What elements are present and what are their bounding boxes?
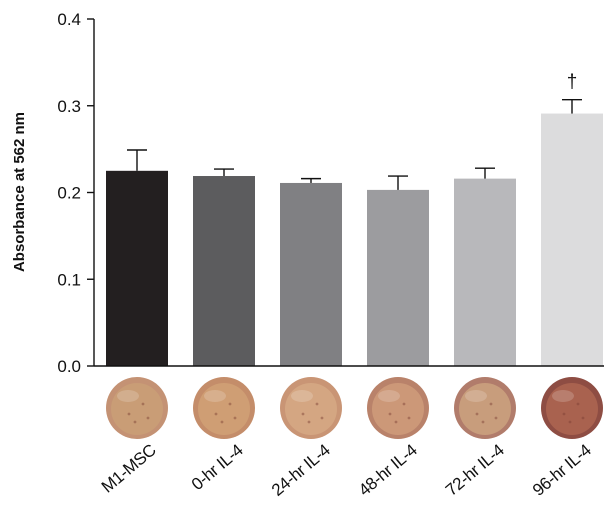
well-highlight (204, 390, 226, 402)
well-speck (127, 412, 131, 416)
well-speck (494, 416, 498, 420)
well-speck (475, 412, 479, 416)
bar (454, 178, 516, 366)
y-tick-label: 0.1 (57, 270, 81, 289)
well-speck (402, 402, 406, 406)
x-tick-label: 0-hr IL-4 (188, 441, 247, 495)
well-speck (489, 402, 493, 406)
bar (106, 170, 168, 366)
y-tick-label: 0.2 (57, 184, 81, 203)
well-speck (315, 402, 319, 406)
y-tick-label: 0.3 (57, 97, 81, 116)
well-fill (546, 383, 598, 435)
stained-well-image (106, 377, 168, 439)
y-tick-label: 0.4 (57, 10, 81, 29)
x-tick-labels: M1-MSC 0-hr IL-4 24-hr IL-4 48-hr IL-4 72-hr… (98, 440, 595, 499)
well-speck (220, 420, 224, 424)
stained-well-image (367, 377, 429, 439)
x-tick-label: 72-hr IL-4 (442, 441, 508, 500)
well-highlight (465, 390, 487, 402)
x-tick-label: M1-MSC (98, 440, 160, 496)
y-tick-label: 0.0 (57, 357, 81, 376)
well-speck (394, 420, 398, 424)
bar (367, 189, 429, 366)
bar (541, 113, 603, 367)
well-speck (481, 420, 485, 424)
stained-well-image (193, 377, 255, 439)
x-tick-label: 24-hr IL-4 (268, 441, 334, 500)
y-axis: 0.0 0.1 0.2 0.3 0.4 (57, 10, 95, 376)
well-speck (146, 416, 150, 420)
well-images-row (106, 377, 603, 439)
bar (280, 182, 342, 366)
well-speck (320, 416, 324, 420)
well-speck (568, 420, 572, 424)
stained-well-image (541, 377, 603, 439)
well-highlight (117, 390, 139, 402)
well-speck (562, 412, 566, 416)
well-speck (228, 402, 232, 406)
well-highlight (291, 390, 313, 402)
well-fill (372, 383, 424, 435)
y-axis-label: Absorbance at 562 nm (11, 112, 28, 272)
well-speck (581, 416, 585, 420)
well-fill (111, 383, 163, 435)
well-speck (133, 420, 137, 424)
stained-well-image (280, 377, 342, 439)
well-speck (407, 416, 411, 420)
significance-marker: † (567, 72, 578, 93)
well-speck (576, 402, 580, 406)
well-speck (307, 420, 311, 424)
well-speck (233, 416, 237, 420)
bar (193, 176, 255, 366)
well-speck (214, 412, 218, 416)
well-speck (388, 412, 392, 416)
well-fill (285, 383, 337, 435)
x-tick-label: 48-hr IL-4 (355, 441, 421, 500)
well-fill (198, 383, 250, 435)
well-highlight (552, 390, 574, 402)
well-highlight (378, 390, 400, 402)
well-fill (459, 383, 511, 435)
x-tick-label: 96-hr IL-4 (529, 441, 595, 500)
well-speck (141, 402, 145, 406)
well-speck (301, 412, 305, 416)
bars-group: † (94, 72, 604, 367)
stained-well-image (454, 377, 516, 439)
